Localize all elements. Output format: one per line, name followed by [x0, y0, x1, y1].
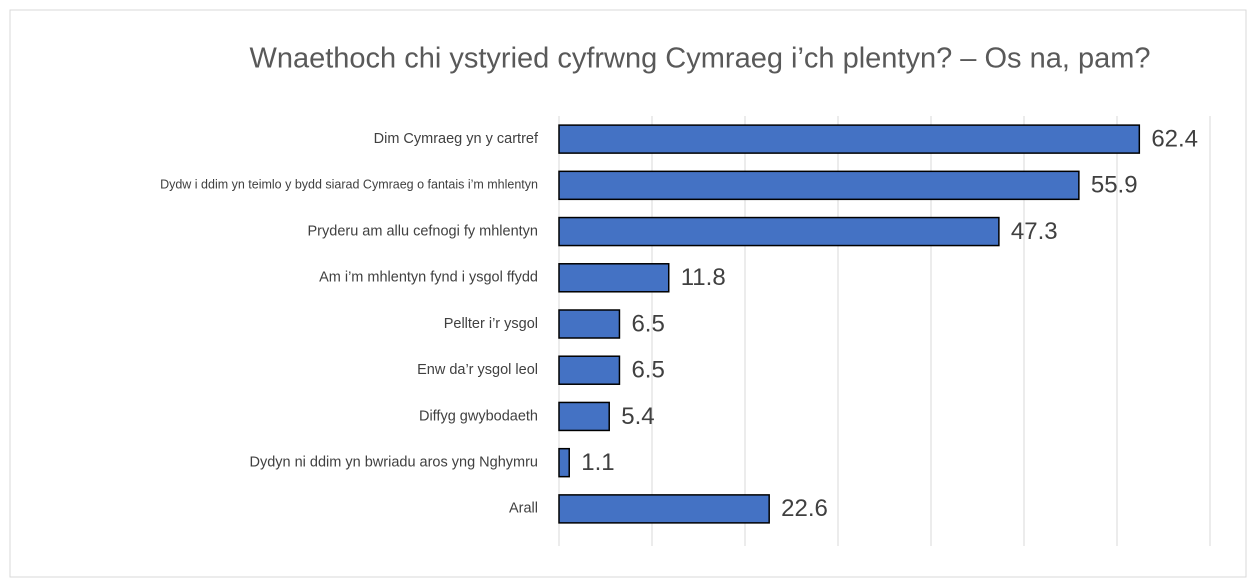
y-tick-label: Dydw i ddim yn teimlo y bydd siarad Cymr…	[160, 178, 538, 192]
bar	[558, 355, 621, 385]
value-label: 47.3	[1011, 218, 1058, 245]
bar	[558, 170, 1080, 201]
bar	[558, 124, 1141, 154]
value-label: 22.6	[781, 495, 828, 522]
y-tick-label: Pryderu am allu cefnogi fy mhlentyn	[308, 223, 539, 239]
value-label: 11.8	[681, 264, 726, 291]
bar	[558, 447, 570, 478]
y-tick-label: Pellter i’r ysgol	[444, 316, 538, 332]
value-label: 6.5	[631, 357, 664, 384]
bar	[558, 263, 670, 293]
bar	[558, 309, 621, 339]
y-tick-label: Enw da’r ysgol leol	[417, 362, 538, 378]
y-tick-label: Arall	[509, 501, 538, 517]
bar	[558, 401, 610, 432]
value-label: 62.4	[1151, 125, 1198, 152]
value-label: 5.4	[621, 403, 654, 430]
chart-border	[9, 9, 1247, 578]
y-tick-label: Am i’m mhlentyn fynd i ysgol ffydd	[319, 270, 538, 286]
bar	[558, 216, 1000, 247]
value-label: 55.9	[1091, 172, 1138, 199]
value-label: 6.5	[631, 310, 664, 337]
y-tick-label: Diffyg gwybodaeth	[419, 408, 538, 424]
y-tick-label: Dydyn ni ddim yn bwriadu aros yng Nghymr…	[249, 454, 538, 470]
value-label: 1.1	[581, 449, 614, 476]
bar	[558, 494, 770, 524]
y-tick-label: Dim Cymraeg yn y cartref	[374, 131, 539, 147]
chart-title: Wnaethoch chi ystyried cyfrwng Cymraeg i…	[249, 43, 1150, 75]
